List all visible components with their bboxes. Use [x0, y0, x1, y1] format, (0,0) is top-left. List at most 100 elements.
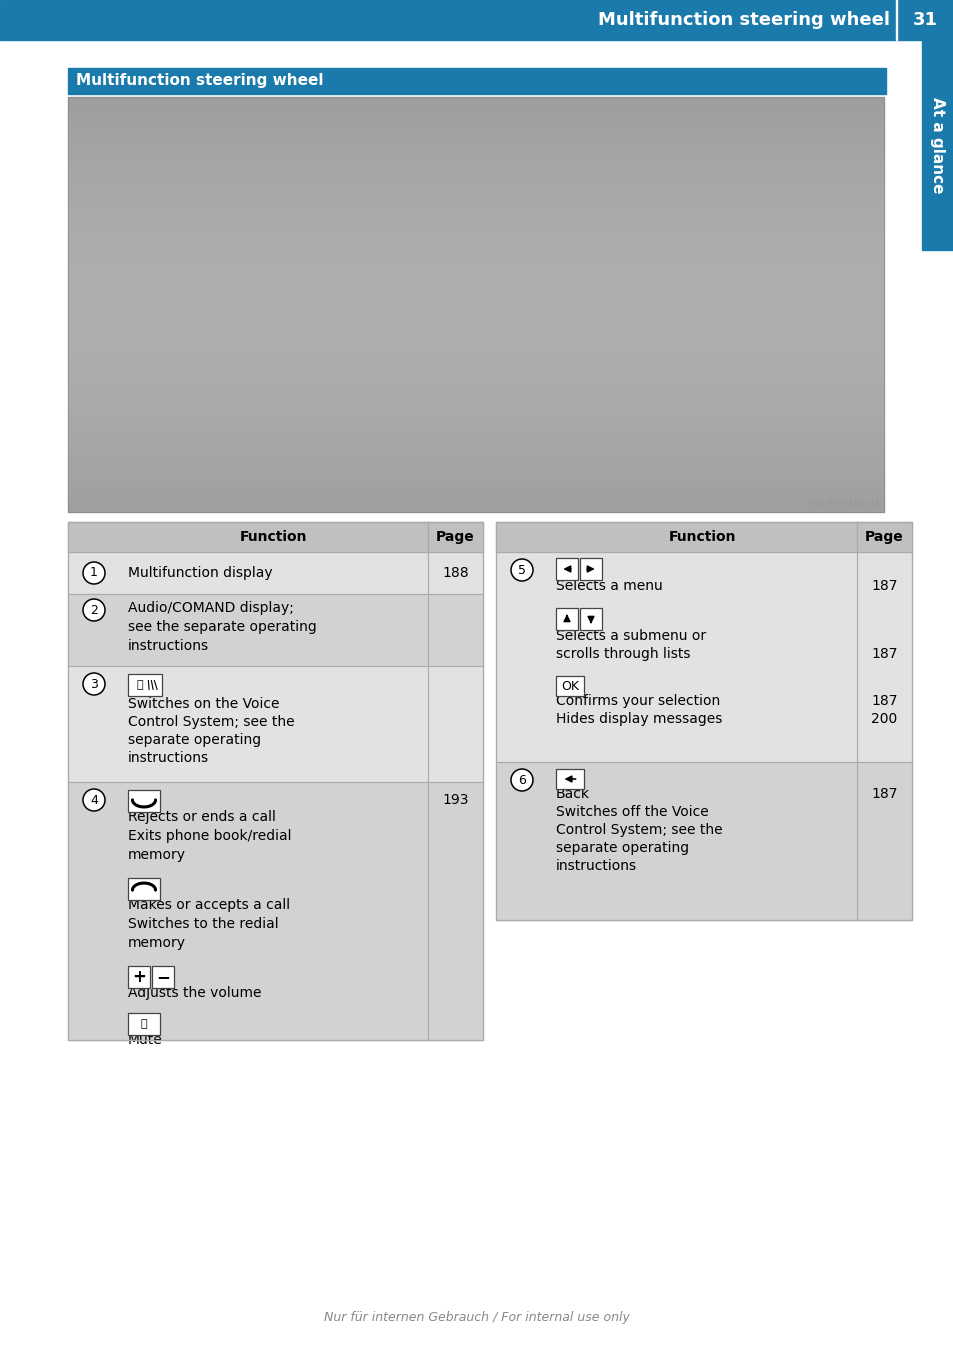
Bar	[68, 149, 883, 160]
Bar	[68, 523, 482, 552]
Bar	[496, 762, 911, 919]
Text: 188: 188	[442, 566, 468, 580]
Bar	[68, 200, 883, 211]
Bar	[68, 138, 883, 149]
Circle shape	[511, 769, 533, 791]
Text: ㎡: ㎡	[136, 680, 143, 691]
Text: see the separate operating: see the separate operating	[128, 620, 316, 634]
Bar	[68, 336, 883, 347]
Text: Back: Back	[556, 787, 589, 802]
Text: Page: Page	[436, 529, 475, 544]
Text: Exits phone book/redial: Exits phone book/redial	[128, 829, 292, 844]
Text: Multifunction steering wheel: Multifunction steering wheel	[76, 73, 323, 88]
Text: Nur für internen Gebrauch / For internal use only: Nur für internen Gebrauch / For internal…	[324, 1312, 629, 1324]
Text: Adjusts the volume: Adjusts the volume	[128, 986, 261, 1001]
Bar	[68, 356, 883, 367]
Bar	[68, 253, 883, 263]
Bar	[128, 674, 162, 696]
Bar	[68, 118, 883, 129]
Bar	[128, 877, 160, 900]
Bar	[68, 211, 883, 222]
Bar	[68, 440, 883, 450]
Text: OK: OK	[560, 680, 578, 692]
Bar	[68, 409, 883, 418]
Text: Multifunction display: Multifunction display	[128, 566, 273, 580]
Text: Makes or accepts a call: Makes or accepts a call	[128, 898, 290, 913]
Bar	[152, 965, 173, 988]
Bar	[496, 523, 911, 552]
Bar	[68, 429, 883, 440]
Bar	[556, 769, 583, 789]
Text: separate operating: separate operating	[556, 841, 688, 854]
Bar	[68, 305, 883, 315]
Bar	[68, 242, 883, 253]
Bar	[68, 347, 883, 356]
Bar	[68, 97, 883, 512]
Text: 187: 187	[870, 647, 897, 661]
Text: Switches to the redial: Switches to the redial	[128, 917, 278, 932]
Text: Function: Function	[240, 529, 308, 544]
Text: −: −	[156, 968, 170, 986]
Bar	[579, 608, 601, 630]
Bar	[68, 481, 883, 492]
Text: instructions: instructions	[556, 858, 637, 873]
Bar	[68, 470, 883, 481]
Text: P46.10-3181-31: P46.10-3181-31	[807, 500, 879, 508]
Bar	[496, 523, 911, 919]
Text: 1: 1	[90, 566, 98, 580]
Bar	[68, 274, 883, 284]
Text: 5: 5	[517, 563, 525, 577]
Bar	[68, 325, 883, 336]
Text: Hides display messages: Hides display messages	[556, 712, 721, 726]
Text: 193: 193	[442, 793, 468, 807]
Bar	[68, 68, 885, 93]
Circle shape	[511, 559, 533, 581]
Bar	[68, 783, 482, 1040]
Text: 🔇: 🔇	[140, 1020, 147, 1029]
Circle shape	[83, 673, 105, 695]
Text: Control System; see the: Control System; see the	[128, 715, 294, 728]
Text: instructions: instructions	[128, 639, 209, 653]
Text: At a glance: At a glance	[929, 96, 944, 194]
Text: Switches off the Voice: Switches off the Voice	[556, 806, 708, 819]
Bar	[68, 191, 883, 200]
Text: Rejects or ends a call: Rejects or ends a call	[128, 810, 275, 825]
Bar	[68, 492, 883, 501]
Bar	[68, 129, 883, 138]
Text: Selects a submenu or: Selects a submenu or	[556, 630, 705, 643]
Bar	[68, 160, 883, 169]
Text: Page: Page	[864, 529, 902, 544]
Text: 187: 187	[870, 580, 897, 593]
Text: Function: Function	[668, 529, 736, 544]
Bar	[0, 0, 953, 41]
Bar	[68, 594, 482, 666]
Text: 31: 31	[911, 11, 937, 28]
Text: Multifunction steering wheel: Multifunction steering wheel	[598, 11, 889, 28]
Bar	[68, 263, 883, 274]
Bar	[68, 315, 883, 325]
Text: 3: 3	[90, 677, 98, 691]
Bar	[68, 180, 883, 191]
Bar	[68, 97, 883, 107]
Text: Switches on the Voice: Switches on the Voice	[128, 697, 279, 711]
Bar	[68, 387, 883, 398]
Text: 187: 187	[870, 787, 897, 802]
Text: memory: memory	[128, 936, 186, 951]
Bar	[556, 608, 578, 630]
Bar	[68, 460, 883, 470]
Bar	[128, 965, 150, 988]
Text: scrolls through lists: scrolls through lists	[556, 647, 690, 661]
Bar	[68, 398, 883, 409]
Bar	[921, 41, 953, 250]
Text: 200: 200	[870, 712, 897, 726]
Text: +: +	[132, 968, 146, 986]
Text: Audio/COMAND display;: Audio/COMAND display;	[128, 601, 294, 615]
Text: Mute: Mute	[128, 1033, 163, 1047]
Text: instructions: instructions	[128, 751, 209, 765]
Text: 2: 2	[90, 604, 98, 616]
Text: Control System; see the: Control System; see the	[556, 823, 721, 837]
Bar	[68, 418, 883, 429]
Bar	[68, 284, 883, 294]
Bar	[128, 1013, 160, 1034]
Bar	[68, 222, 883, 232]
